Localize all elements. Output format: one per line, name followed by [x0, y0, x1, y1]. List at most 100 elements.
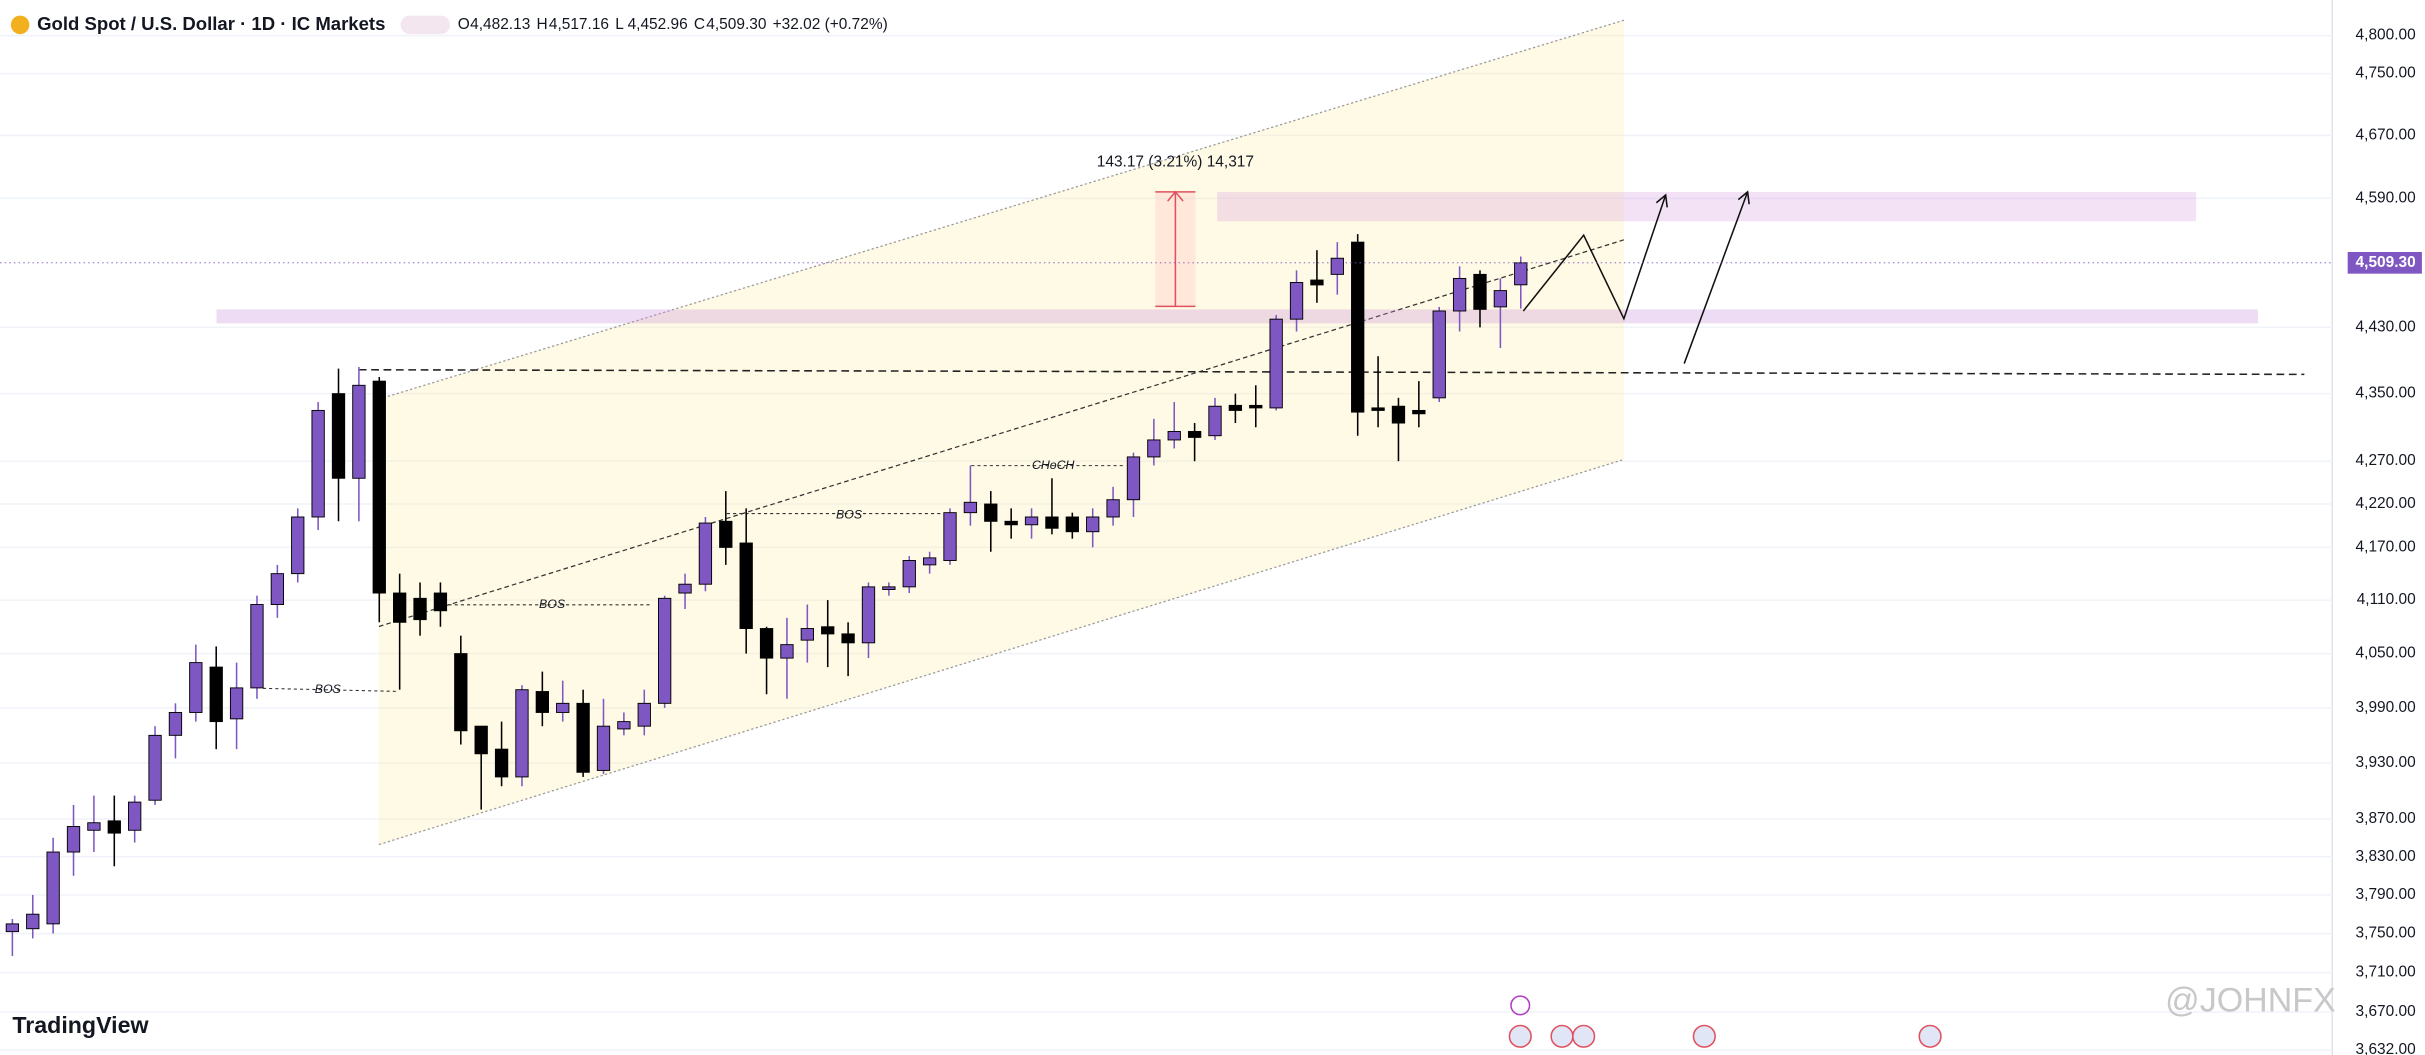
candle-body — [596, 725, 611, 771]
candle-body — [372, 380, 386, 594]
y-tick-label: 3,830.00 — [2356, 848, 2416, 865]
candle-body — [1493, 290, 1508, 308]
y-tick-label: 4,670.00 — [2356, 127, 2416, 144]
candle-body — [698, 522, 713, 585]
brand: TradingView — [12, 1012, 149, 1038]
candle-body — [433, 592, 448, 612]
ohlc-change: +32.02 (+0.72%) — [773, 16, 888, 33]
candle-body — [576, 702, 590, 773]
channel-bottom — [378, 458, 1625, 846]
candle-body — [46, 851, 60, 925]
support-zone — [216, 309, 2258, 324]
y-tick-label: 4,590.00 — [2356, 189, 2416, 206]
bos-line — [262, 687, 400, 692]
y-tick-label: 4,270.00 — [2356, 452, 2416, 469]
y-tick-label: 3,930.00 — [2356, 754, 2416, 771]
y-tick-label: 3,670.00 — [2356, 1003, 2416, 1020]
candle-body — [413, 597, 427, 621]
candle-body — [270, 573, 285, 605]
measure-arrow — [1167, 190, 1184, 202]
event-icon — [1510, 995, 1531, 1016]
candle-body — [1310, 279, 1324, 286]
candle-body — [1249, 404, 1263, 409]
candle-body — [882, 586, 896, 590]
event-icon — [1692, 1024, 1716, 1048]
candle-body — [1473, 273, 1487, 310]
candle-body — [107, 820, 121, 834]
y-tick-label: 4,350.00 — [2356, 385, 2416, 402]
candle-body — [678, 583, 692, 594]
candles — [5, 234, 1528, 956]
arrow-head — [1655, 193, 1668, 208]
status-pill — [400, 15, 451, 35]
ohlc-value: 4,482.13 — [470, 16, 530, 33]
y-tick-label: 3,632.00 — [2356, 1041, 2416, 1055]
annotation: BOS — [315, 682, 342, 696]
candle-body — [821, 626, 835, 635]
candle-body — [1024, 516, 1039, 526]
candle-body — [494, 748, 509, 778]
candle-body — [902, 560, 916, 588]
candle-body — [861, 586, 876, 644]
event-icon — [1918, 1024, 1942, 1048]
candle-body — [1106, 499, 1120, 518]
candle-body — [1208, 405, 1222, 437]
candle-body — [637, 702, 651, 727]
symbol-icon — [10, 15, 30, 35]
y-tick-label: 4,800.00 — [2356, 27, 2416, 44]
last-price-label: 4,509.30 — [2356, 254, 2416, 271]
annotation: CHoCH — [1032, 458, 1075, 472]
events — [1508, 995, 1942, 1048]
ohlc-value: 4,517.16 — [549, 16, 609, 33]
y-tick-label: 4,430.00 — [2356, 318, 2416, 335]
y-tick-label: 3,710.00 — [2356, 964, 2416, 981]
candle-body — [984, 503, 998, 522]
candle-body — [719, 520, 733, 548]
y-tick-label: 3,750.00 — [2356, 925, 2416, 942]
candle-body — [5, 923, 20, 933]
candle-body — [1351, 241, 1365, 413]
candle-body — [657, 597, 672, 704]
candle-body — [1432, 310, 1446, 399]
candle-body — [352, 384, 366, 479]
candle-body — [780, 644, 794, 659]
ohlc-key: L — [615, 16, 624, 33]
channel-fill — [378, 20, 1624, 845]
candle-body — [250, 604, 264, 689]
channel-mid — [378, 239, 1625, 628]
channel-top — [378, 19, 1625, 400]
target-zone — [1217, 191, 2197, 222]
y-tick-label: 4,050.00 — [2356, 645, 2416, 662]
candle-body — [1269, 318, 1283, 409]
ohlc-value: 4,509.30 — [706, 16, 766, 33]
y-tick-label: 4,220.00 — [2356, 495, 2416, 512]
annotation: 143.17 (3.21%) 14,317 — [1097, 154, 1254, 171]
candle-body — [515, 689, 529, 778]
key-level — [358, 368, 2305, 376]
header: Gold Spot / U.S. Dollar · 1D · IC Market… — [10, 13, 451, 35]
candle-body — [26, 913, 40, 930]
watermark: @JOHNFX — [2165, 981, 2336, 1019]
candle-body — [1187, 431, 1202, 438]
candle-body — [311, 409, 325, 518]
candle-body — [841, 633, 855, 644]
candle-body — [1412, 409, 1426, 415]
candle-body — [291, 516, 305, 575]
candle-body — [1289, 282, 1304, 320]
candle-body — [1065, 516, 1079, 533]
last-price-box — [2347, 252, 2422, 274]
y-tick-label: 4,110.00 — [2357, 591, 2416, 608]
candle-body — [922, 557, 937, 566]
candle-body — [229, 687, 244, 720]
candle-body — [393, 592, 407, 623]
candle-body — [1391, 405, 1406, 424]
candle-body — [1147, 439, 1161, 458]
candle-body — [1371, 407, 1385, 411]
chart-title: Gold Spot / U.S. Dollar · 1D · IC Market… — [37, 13, 385, 34]
event-icon — [1572, 1024, 1596, 1048]
annotation: BOS — [539, 597, 566, 611]
candle-body — [535, 691, 549, 713]
candle-body — [474, 725, 488, 755]
